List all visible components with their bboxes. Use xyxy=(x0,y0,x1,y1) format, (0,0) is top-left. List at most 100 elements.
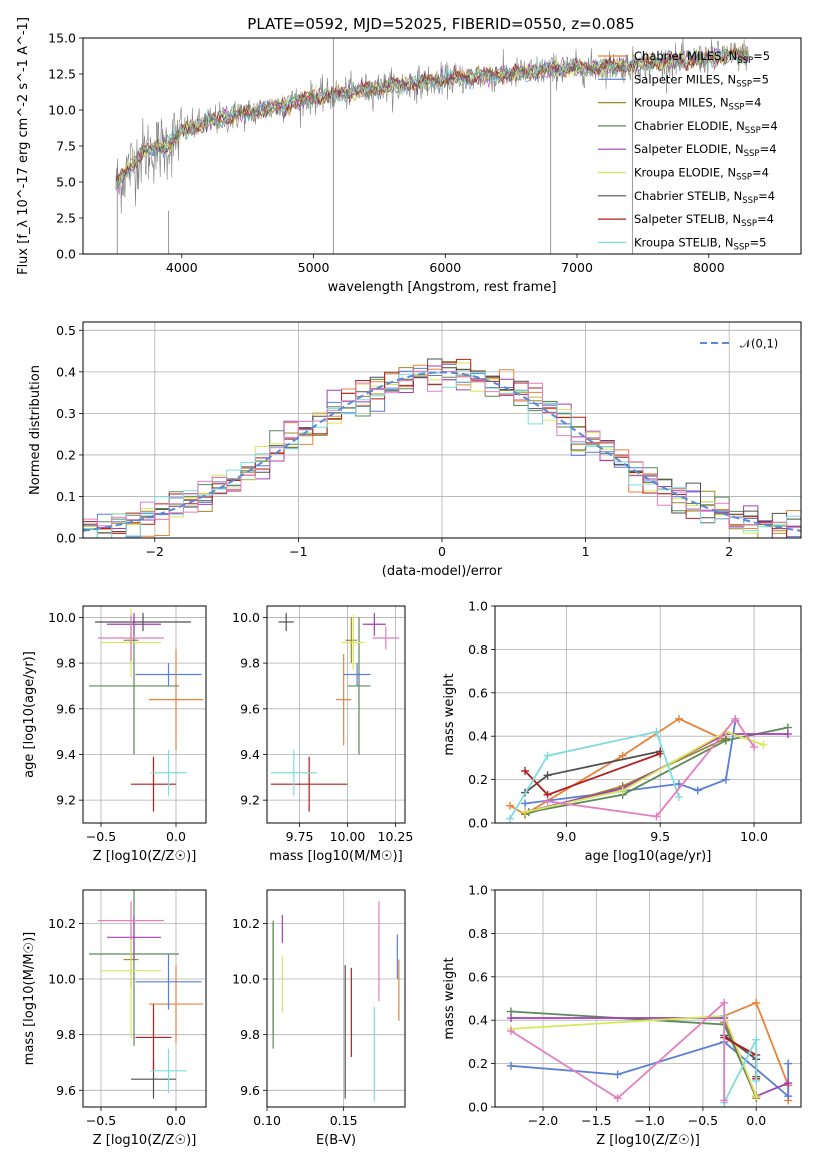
x-tick-label: −2.0 xyxy=(528,1113,558,1128)
x-tick-label: 1 xyxy=(582,544,590,559)
mass-weight-marker xyxy=(674,792,683,801)
y-tick-label: 9.4 xyxy=(240,747,260,762)
spectrum-model-line xyxy=(115,45,749,190)
x-tick-label: −2 xyxy=(146,544,164,559)
legend-label: Kroupa STELIB, NSSP=5 xyxy=(634,235,766,252)
errorbar-point xyxy=(150,749,187,796)
mass-weight-marker xyxy=(752,998,761,1007)
mass-weight-line xyxy=(524,733,788,813)
mass-weight-marker xyxy=(543,797,552,806)
y-tick-label: 9.6 xyxy=(56,1083,76,1098)
errorbar-point xyxy=(89,617,179,755)
axes-frame xyxy=(82,321,802,539)
mass-weight-marker xyxy=(720,998,729,1007)
mass-weight-marker xyxy=(506,1027,515,1036)
mass-weight-marker xyxy=(752,1035,761,1044)
mass-weight-marker xyxy=(506,1061,515,1070)
y-tick-label: 5.0 xyxy=(56,175,76,190)
mass-weight-marker xyxy=(784,1079,793,1088)
y-tick-label: 9.6 xyxy=(240,1083,260,1098)
plot-area xyxy=(270,612,400,812)
y-tick-label: 0.8 xyxy=(468,926,488,941)
legend-label: Salpeter STELIB, NSSP=4 xyxy=(634,212,774,229)
legend-label: Chabrier ELODIE, NSSP=4 xyxy=(634,119,778,136)
x-tick-label: 0.10 xyxy=(253,1113,281,1128)
y-tick-label: 9.4 xyxy=(56,747,76,762)
y-tick-label: 0.0 xyxy=(56,247,76,262)
x-tick-label: 9.5 xyxy=(650,829,670,844)
errorbar-point xyxy=(345,617,358,664)
mass-weight-marker xyxy=(613,1094,622,1103)
y-axis-label: mass weight xyxy=(442,673,457,755)
spectrum-model-line xyxy=(115,45,749,186)
y-tick-label: 10.0 xyxy=(48,972,76,987)
mass-weight-marker xyxy=(674,714,683,723)
errorbar-point xyxy=(98,615,164,661)
x-axis-label: (data-model)/error xyxy=(382,564,503,579)
y-tick-label: 0.6 xyxy=(468,685,488,700)
panel-residuals: −2 −1 0 1 2 0.0 0.1 0.2 0.3 0.4 0.5 (data-model)/er… xyxy=(28,321,802,579)
y-tick-label: 0.4 xyxy=(468,1013,488,1028)
axes-frame xyxy=(82,605,207,824)
mass-weight-line xyxy=(547,717,755,818)
y-axis-label: Normed distribution xyxy=(28,365,43,495)
mass-weight-marker xyxy=(750,743,759,752)
x-tick-label: 10.25 xyxy=(378,829,414,844)
y-tick-label: 0.4 xyxy=(468,729,488,744)
x-axis-label: Z [log10(Z/Z☉)] xyxy=(93,1133,197,1148)
y-tick-label: 10.0 xyxy=(48,610,76,625)
spectrum-model-line xyxy=(115,46,749,195)
mass-weight-marker xyxy=(613,1070,622,1079)
plot-area xyxy=(115,38,749,254)
y-tick-label: 0.5 xyxy=(56,323,76,338)
y-tick-label: 10.2 xyxy=(232,916,260,931)
errorbar-point xyxy=(149,649,203,750)
legend-label: Chabrier STELIB, NSSP=4 xyxy=(634,189,775,206)
y-tick-label: 9.6 xyxy=(240,701,260,716)
errorbar-point xyxy=(336,653,352,746)
x-tick-label: 6000 xyxy=(429,260,461,275)
y-tick-label: 0.0 xyxy=(468,1100,488,1115)
errorbar-point xyxy=(135,953,202,1010)
y-axis-label: mass [log10(M/M☉)] xyxy=(22,932,37,1065)
y-tick-label: 2.5 xyxy=(56,211,76,226)
x-tick-label: 7000 xyxy=(561,260,593,275)
panel-massweight_vs_Z: −2.0 −1.5 −1.0 −0.5 0.0 0.0 0.2 0.4 0.6 0.8 1.0 Z [… xyxy=(442,883,802,1148)
y-tick-label: 0.2 xyxy=(56,447,76,462)
errorbar-point xyxy=(135,663,202,686)
mass-weight-marker xyxy=(521,766,530,775)
y-tick-label: 10.0 xyxy=(48,103,76,118)
x-tick-label: 10.0 xyxy=(740,829,768,844)
spectrum-legend: Chabrier MILES, NSSP=5 Salpeter MILES, NS… xyxy=(598,49,778,252)
panel-mass_vs_Z: −0.5 0.0 9.6 9.8 10.0 10.2 Z [log10(Z/Z☉)] mass… xyxy=(22,889,207,1148)
mass-weight-marker xyxy=(506,801,515,810)
mass-weight-line xyxy=(524,730,764,813)
x-tick-label: 0.15 xyxy=(330,1113,358,1128)
mass-weight-marker xyxy=(543,771,552,780)
y-tick-label: 12.5 xyxy=(48,67,76,82)
legend-label: Salpeter ELODIE, NSSP=4 xyxy=(634,142,777,159)
y-tick-label: 9.8 xyxy=(240,1027,260,1042)
y-tick-label: 9.2 xyxy=(56,793,76,808)
y-tick-label: 9.2 xyxy=(240,793,260,808)
mass-weight-line xyxy=(510,1000,726,1101)
mass-weight-marker xyxy=(618,751,627,760)
panel-massweight_vs_age: 9.0 9.5 10.0 0.0 0.2 0.4 0.6 0.8 1.0 age [log10(a… xyxy=(442,599,802,864)
mass-weight-marker xyxy=(759,740,768,749)
y-axis-label: Flux [f_λ 10^-17 erg cm^-2 s^-1 A^-1] xyxy=(16,17,31,275)
y-tick-label: 0.3 xyxy=(56,406,76,421)
mass-weight-marker xyxy=(656,749,665,758)
x-axis-label: Z [log10(Z/Z☉)] xyxy=(93,849,197,864)
y-tick-label: 10.2 xyxy=(48,916,76,931)
x-axis-label: wavelength [Angstrom, rest frame] xyxy=(328,280,557,295)
x-axis-label: age [log10(age/yr)] xyxy=(585,849,712,864)
mass-weight-line xyxy=(509,730,680,820)
errorbar-point xyxy=(341,615,365,670)
panel-age_vs_Z: −0.5 0.0 9.2 9.4 9.6 9.8 10.0 Z [log10(Z/Z☉)] ag… xyxy=(22,605,207,864)
x-tick-label: 0 xyxy=(438,544,446,559)
panel-spectrum: 4000 5000 6000 7000 8000 0.0 2.5 5.0 7.5 10.0 12.5… xyxy=(16,17,802,295)
y-tick-label: 0.1 xyxy=(56,489,76,504)
y-tick-label: 9.6 xyxy=(56,701,76,716)
y-tick-label: 0.4 xyxy=(56,364,76,379)
